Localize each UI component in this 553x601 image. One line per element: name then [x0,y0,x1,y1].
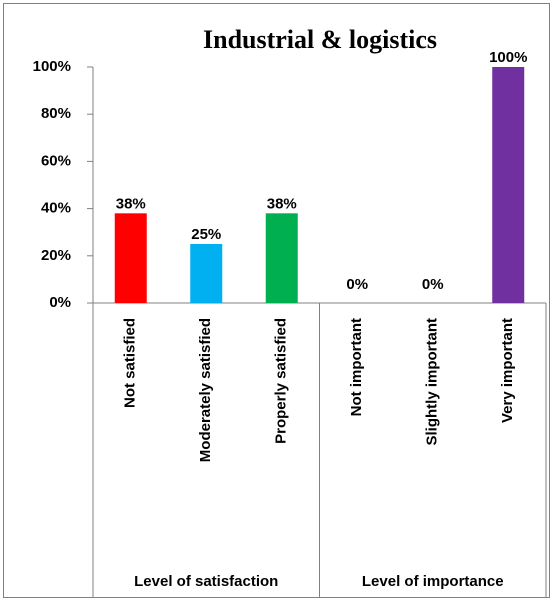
y-tick-label: 60% [41,152,71,169]
value-label: 38% [267,195,297,212]
bar [114,213,147,303]
x-tick-label: Moderately satisfied [197,318,214,462]
chart-title: Industrial & logistics [203,25,437,54]
bar [492,67,525,303]
bar [190,244,223,303]
x-tick-label: Slightly important [424,318,441,446]
y-tick-label: 0% [49,294,71,311]
chart-border [3,3,550,598]
group-label: Level of satisfaction [134,573,278,590]
value-label: 25% [191,226,221,243]
value-label: 0% [422,276,444,293]
x-tick-label: Very important [499,318,516,423]
bar [265,213,298,303]
y-tick-label: 80% [41,105,71,122]
x-tick-label: Not important [348,318,365,416]
value-label: 38% [116,195,146,212]
y-tick-label: 100% [33,58,71,75]
x-tick-label: Not satisfied [122,318,139,408]
group-label: Level of importance [362,573,504,590]
y-tick-label: 40% [41,200,71,217]
value-label: 100% [489,49,527,66]
value-label: 0% [346,276,368,293]
x-tick-label: Properly satisfied [273,318,290,444]
y-tick-label: 20% [41,247,71,264]
